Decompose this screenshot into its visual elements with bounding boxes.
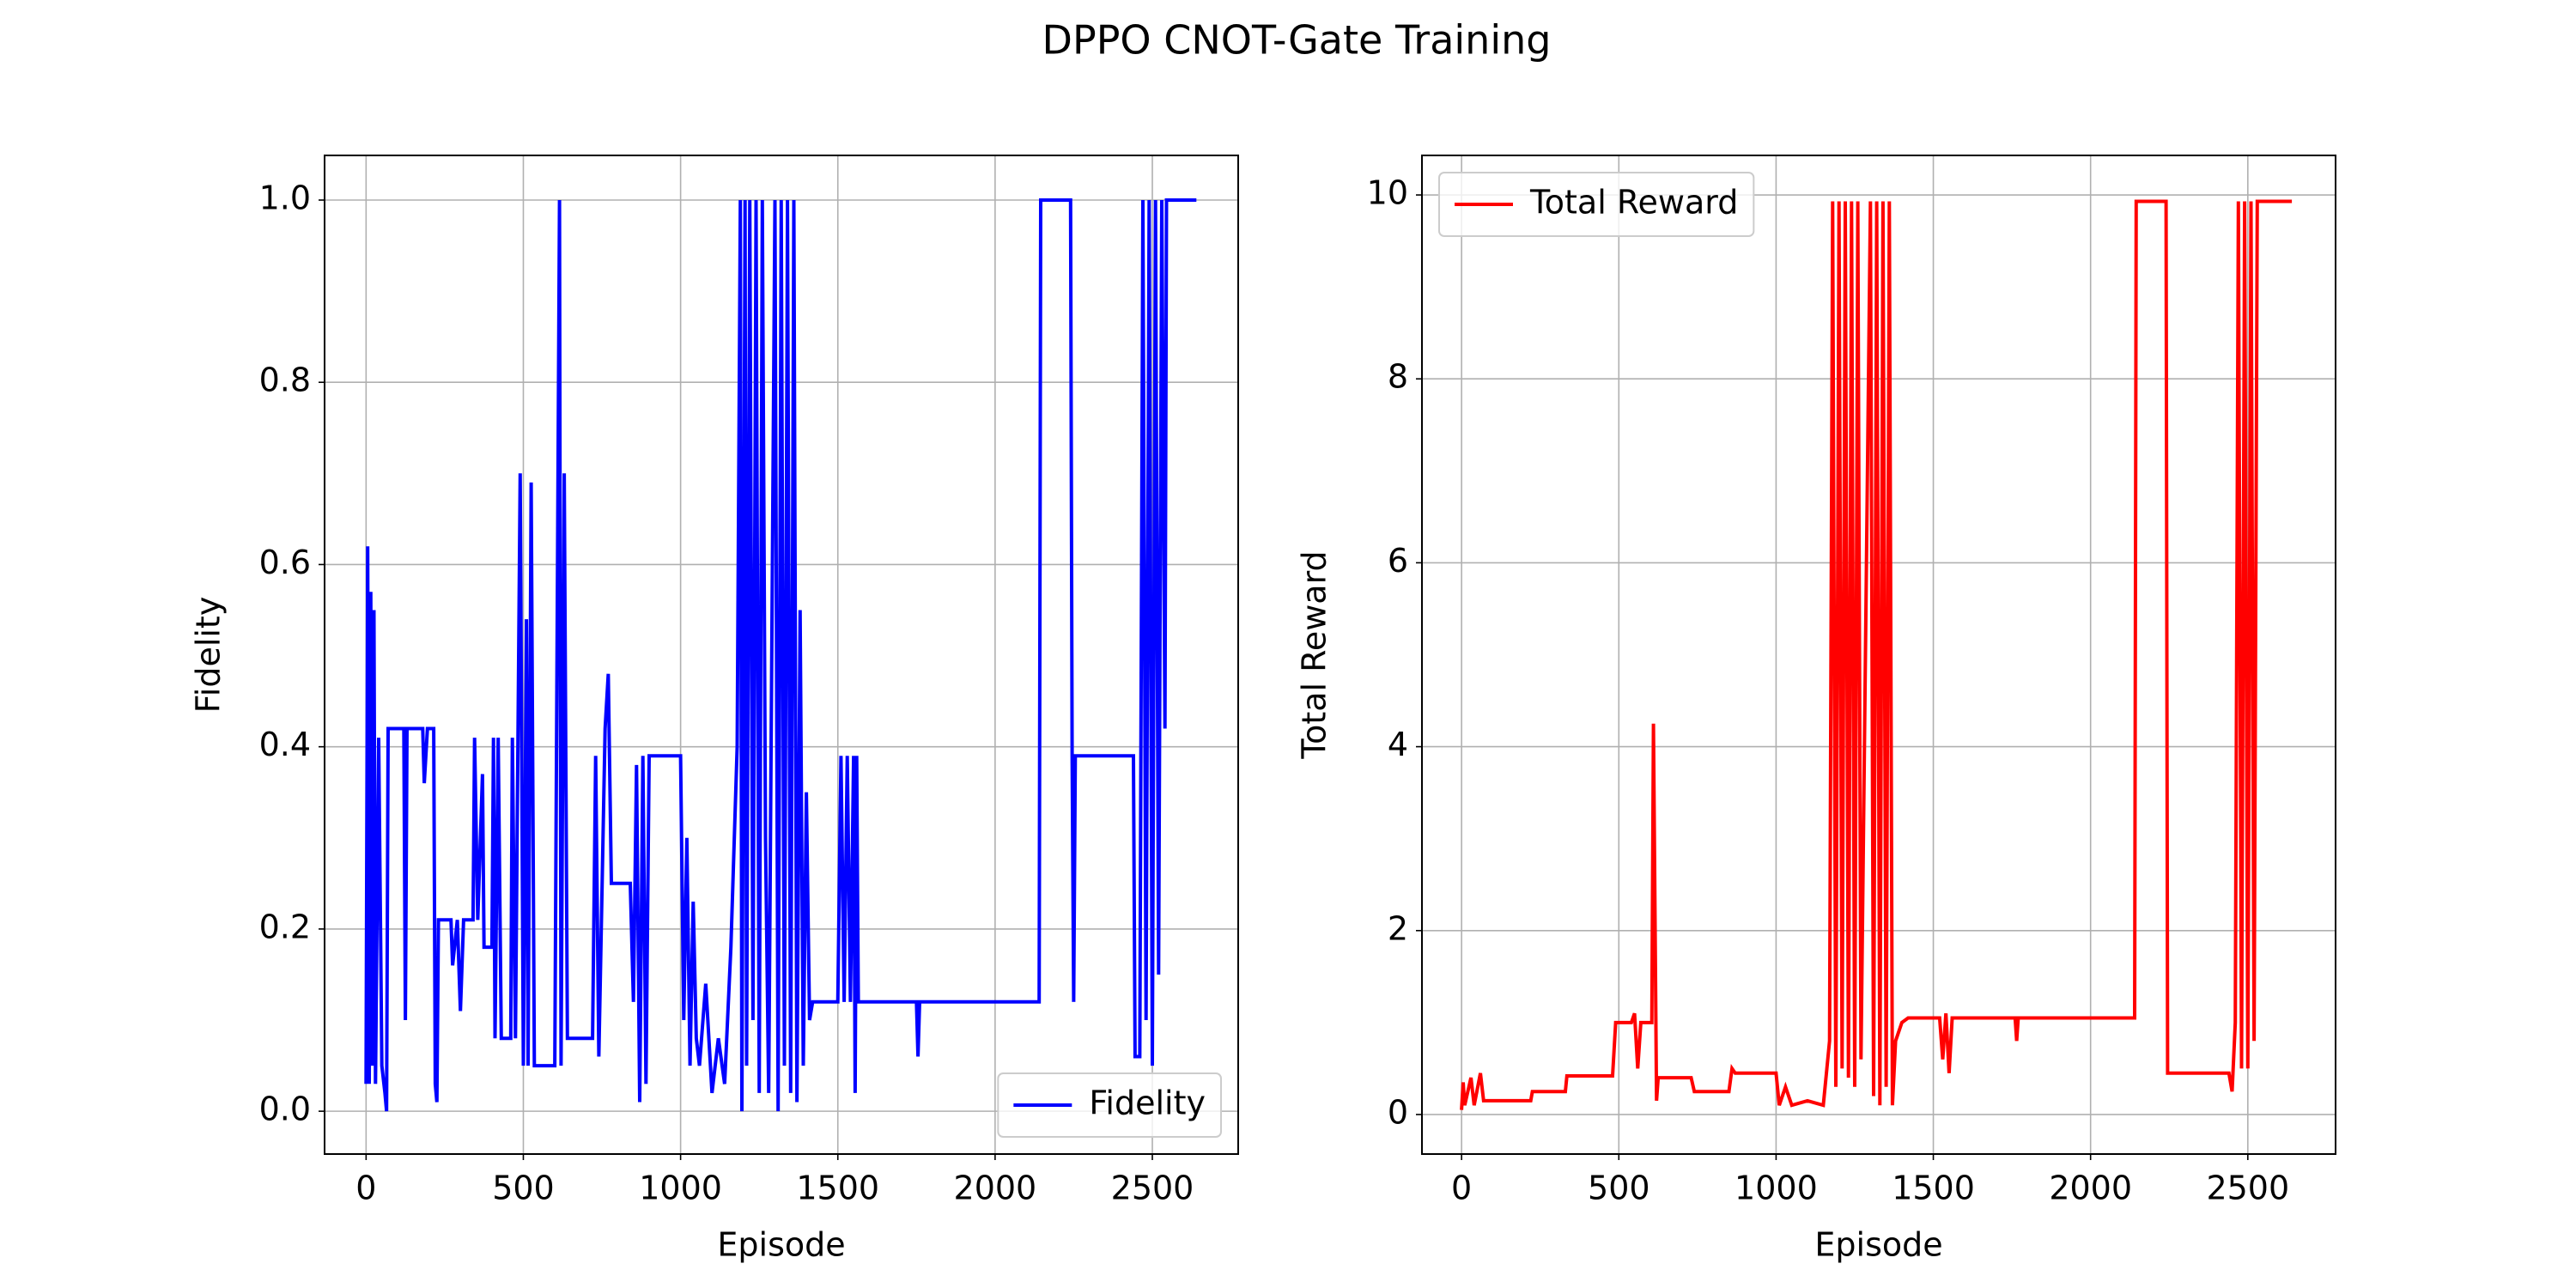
x-tick-label: 2000	[2049, 1170, 2132, 1207]
y-tick-label: 8	[1388, 358, 1408, 396]
y-tick-label: 0.8	[259, 361, 311, 399]
legend-label: Fidelity	[1089, 1084, 1206, 1122]
x-tick-label: 2500	[1111, 1170, 1194, 1207]
y-tick-label: 0.0	[259, 1091, 311, 1128]
y-axis-label: Fidelity	[190, 597, 228, 714]
x-tick-label: 1500	[796, 1170, 879, 1207]
data-line	[364, 198, 1197, 1112]
x-tick-label: 1500	[1892, 1170, 1975, 1207]
legend: Fidelity	[997, 1072, 1222, 1138]
y-tick-label: 6	[1388, 542, 1408, 580]
y-tick-label: 10	[1367, 174, 1408, 212]
x-tick-label: 1000	[1735, 1170, 1818, 1207]
y-axis-label: Total Reward	[1296, 550, 1334, 759]
y-tick-label: 0.4	[259, 726, 311, 763]
x-tick-label: 0	[355, 1170, 376, 1207]
figure-title: DPPO CNOT-Gate Training	[1042, 17, 1552, 64]
y-tick-label: 0.2	[259, 908, 311, 945]
x-tick-label: 2500	[2206, 1170, 2289, 1207]
x-axis-label: Episode	[717, 1226, 845, 1264]
x-axis-label: Episode	[1814, 1226, 1942, 1264]
y-tick-label: 4	[1388, 726, 1408, 763]
y-tick-label: 0.6	[259, 544, 311, 581]
x-tick-label: 1000	[639, 1170, 722, 1207]
y-tick-label: 1.0	[259, 179, 311, 216]
x-tick-label: 2000	[954, 1170, 1037, 1207]
axes-frame	[1421, 155, 2336, 1155]
legend-label: Total Reward	[1529, 184, 1738, 222]
x-tick-label: 0	[1451, 1170, 1472, 1207]
y-tick-label: 2	[1388, 909, 1408, 947]
x-tick-label: 500	[1588, 1170, 1650, 1207]
legend-box	[997, 1072, 1222, 1138]
y-tick-label: 0	[1388, 1093, 1408, 1131]
legend-box	[1438, 172, 1755, 237]
x-tick-label: 500	[492, 1170, 555, 1207]
axes-frame	[324, 155, 1239, 1155]
legend: Total Reward	[1438, 172, 1755, 237]
data-line	[1460, 199, 2293, 1110]
